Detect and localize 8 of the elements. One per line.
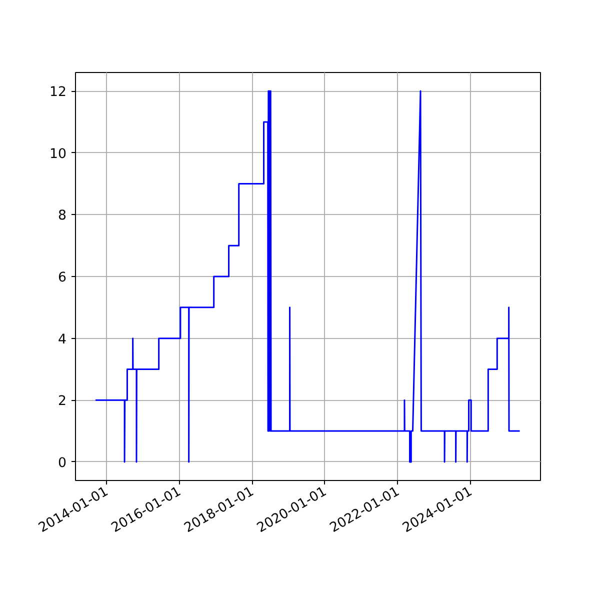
y-tick-label: 12 <box>50 85 67 100</box>
y-tick-label: 4 <box>58 332 67 348</box>
y-tick-label: 10 <box>50 146 67 162</box>
y-tick-label: 6 <box>58 270 67 286</box>
y-tick-label: 2 <box>58 394 67 410</box>
line-series <box>94 90 521 463</box>
y-tick-label: 8 <box>58 208 67 224</box>
y-tick-label: 0 <box>58 456 67 471</box>
